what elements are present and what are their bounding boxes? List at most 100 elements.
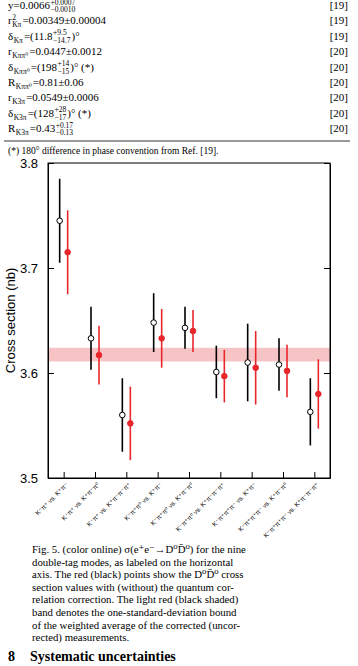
data-point	[276, 362, 282, 368]
y-tick-right	[324, 373, 330, 374]
y-axis: 3.5 3.6 3.7 3.8	[20, 156, 54, 486]
y-tick-label: 3.7	[20, 261, 38, 276]
footnote: (*) 180° difference in phase convention …	[8, 146, 218, 157]
caption-line: axis. The red (black) points show the D⁰…	[32, 568, 243, 581]
y-axis-right-line	[330, 164, 331, 479]
table-text: )°	[71, 30, 79, 43]
x-tick-mark	[64, 472, 65, 478]
series	[57, 179, 313, 452]
table-ref: [20]	[330, 91, 348, 103]
page: y=0.0066+0.0007−0.0010[19]r2Kπ=0.00349±0…	[0, 0, 358, 666]
x-tick-label: K⁻π⁺π⁺π⁻ vs. K⁺π⁻π⁻π⁺	[262, 481, 320, 539]
x-tick-mark	[95, 472, 96, 478]
table-text: )° (*)	[67, 107, 91, 120]
table-sub: −0.13	[56, 128, 74, 137]
x-axis-line	[49, 478, 331, 479]
table-ref: [20]	[330, 107, 348, 119]
table-sub: −15	[58, 67, 70, 76]
x-tick-mark	[220, 472, 221, 478]
x-tick-label: K⁻π⁺π⁺π⁻ vs. K⁺π⁻π⁰	[237, 481, 289, 533]
x-tick-mark	[252, 472, 253, 478]
table-text: =0.43	[30, 122, 56, 134]
table-sub: −0.0010	[50, 5, 75, 14]
table-sub: Kππ⁰	[12, 51, 28, 60]
section-title: Systematic uncertainties	[30, 649, 176, 664]
table-ref: [20]	[330, 45, 348, 57]
y-tick: 3.7	[20, 261, 54, 276]
data-point	[120, 412, 126, 418]
x-tick-mark	[314, 472, 315, 478]
y-tick-mark	[48, 163, 54, 164]
table-sub: K3π	[14, 113, 27, 122]
caption-line: Fig. 5. (color online) σ(e⁺e⁻→D⁰D̄⁰) for…	[32, 543, 246, 556]
x-tick: K⁻π⁺ vs. K⁺π⁻	[34, 472, 70, 517]
x-tick-mark	[283, 472, 284, 478]
data-point	[253, 365, 259, 371]
caption-line: double-tag modes, as labeled on the hori…	[32, 556, 233, 568]
data-point	[159, 336, 165, 342]
x-tick-label: K⁻π⁺ vs. K⁺π⁻	[34, 481, 70, 517]
table-ref: [19]	[330, 30, 348, 42]
plot-frame	[48, 163, 330, 478]
plot-area	[48, 179, 330, 460]
table-rule	[4, 141, 350, 142]
table-text: =0.0447±0.0012	[29, 45, 102, 57]
data-point	[316, 391, 322, 397]
caption-line: of the weighted average of the corrected…	[32, 619, 241, 632]
data-point	[182, 325, 188, 331]
table-text: R	[8, 76, 16, 88]
table-text: δ	[8, 107, 13, 119]
table-sub: Kππ⁰	[16, 82, 32, 91]
table-sub: Kπ	[14, 36, 23, 45]
x-tick-mark	[126, 472, 127, 478]
table-ref: [20]	[330, 76, 348, 88]
table-text: δ	[8, 61, 13, 73]
y-tick-mark	[324, 268, 330, 269]
table-ref: [19]	[330, 14, 348, 26]
y-tick-mark	[48, 373, 54, 374]
table-text: =0.81±0.06	[33, 76, 84, 88]
caption-line: band denotes the one-standard-deviation …	[32, 606, 237, 618]
data-point	[190, 328, 196, 334]
table-text: =(198	[31, 61, 58, 74]
y-tick-label: 3.6	[20, 366, 38, 381]
section-number: 8	[8, 649, 15, 664]
table-ref: [20]	[330, 122, 348, 134]
caption-line: section values with (without) the quantu…	[32, 581, 234, 594]
y-axis-title: Cross section (nb)	[3, 268, 18, 373]
x-tick-mark	[158, 472, 159, 478]
x-tick-mark	[189, 472, 190, 478]
table-sub: K3π	[12, 97, 25, 106]
y-tick-label: 3.8	[20, 156, 38, 171]
table-sub: −14.7	[53, 36, 71, 45]
data-point	[284, 368, 290, 374]
data-point	[88, 336, 94, 342]
table-text: δ	[8, 30, 13, 42]
table-text: =(11.8	[24, 30, 53, 43]
caption-line: rected) measurements.	[32, 631, 129, 644]
data-point	[151, 320, 157, 326]
data-point	[96, 352, 102, 358]
data-point	[308, 409, 314, 415]
y-tick-right	[324, 163, 330, 164]
table-ref: [20]	[330, 61, 348, 73]
y-tick: 3.6	[20, 366, 54, 381]
table-sub: Kπ	[12, 20, 21, 29]
table-text: =0.0549±0.0006	[26, 91, 99, 103]
data-point	[214, 369, 220, 375]
x-tick-label: K⁻π⁺ vs. K⁺π⁻π⁻π⁺	[85, 481, 132, 528]
data-point	[222, 373, 228, 379]
table-text: =(128	[28, 107, 55, 120]
table-text: y=0.0066	[8, 0, 50, 11]
y-axis-line	[48, 164, 49, 479]
data-point	[245, 360, 251, 366]
y-tick-mark	[324, 163, 330, 164]
table-text: )° (*)	[70, 61, 94, 74]
data-point	[57, 218, 63, 224]
x-axis: K⁻π⁺ vs. K⁺π⁻K⁻π⁺ vs. K⁺π⁻π⁰K⁻π⁺ vs. K⁺π…	[34, 472, 331, 539]
y-tick-label: 3.5	[20, 471, 38, 486]
table-sub: K3π	[16, 128, 29, 137]
data-point	[128, 421, 134, 427]
table-sub: Kππ⁰	[14, 67, 30, 76]
y-tick-mark	[48, 268, 54, 269]
